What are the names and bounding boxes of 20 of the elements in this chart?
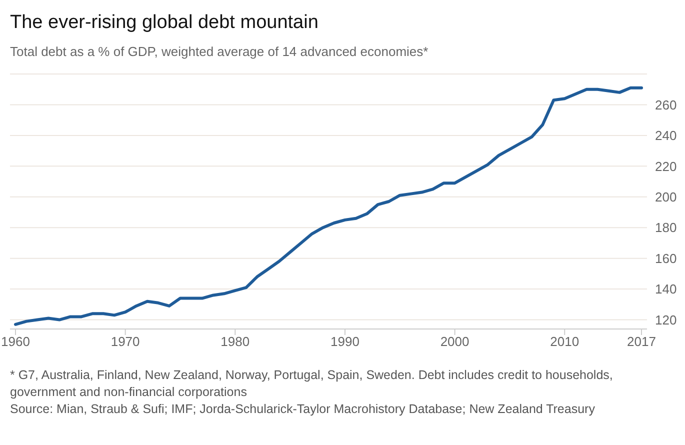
x-tick-label: 1980: [220, 334, 250, 350]
chart-subtitle: Total debt as a % of GDP, weighted average of 14 advanced economies*: [9, 43, 430, 59]
y-tick-label: 120: [655, 312, 677, 328]
y-tick-label: 240: [655, 128, 677, 144]
y-tick-label: 160: [655, 250, 677, 266]
x-tick-label: 2010: [550, 334, 580, 350]
line-series: [14, 86, 644, 326]
x-tick-label: 1960: [1, 334, 30, 350]
x-tick-label: 2017: [627, 334, 656, 350]
x-tick-label: 1990: [330, 334, 360, 350]
y-tick-label: 200: [655, 190, 677, 205]
text: * G7, Australia, Finland, New Zealand, Norway, Portugal, Spain, Sweden. Debt includes credit to households, government and non-financial corporations: [10, 367, 614, 401]
source-note: Source: Mian, Straub & Sufi; IMF; Jorda-Schularick-Taylor Macrohistory Database; New Zealand Treasury: [10, 401, 596, 418]
y-tick-label: 180: [655, 220, 677, 236]
y-tick-label: 220: [655, 158, 677, 174]
x-tick-label: 1970: [110, 334, 140, 350]
y-tick-label: 260: [655, 97, 677, 112]
y-tick-label: 140: [655, 282, 677, 297]
chart-title: The ever-rising global debt mountain: [9, 11, 320, 34]
x-tick-label: 2000: [440, 334, 470, 350]
